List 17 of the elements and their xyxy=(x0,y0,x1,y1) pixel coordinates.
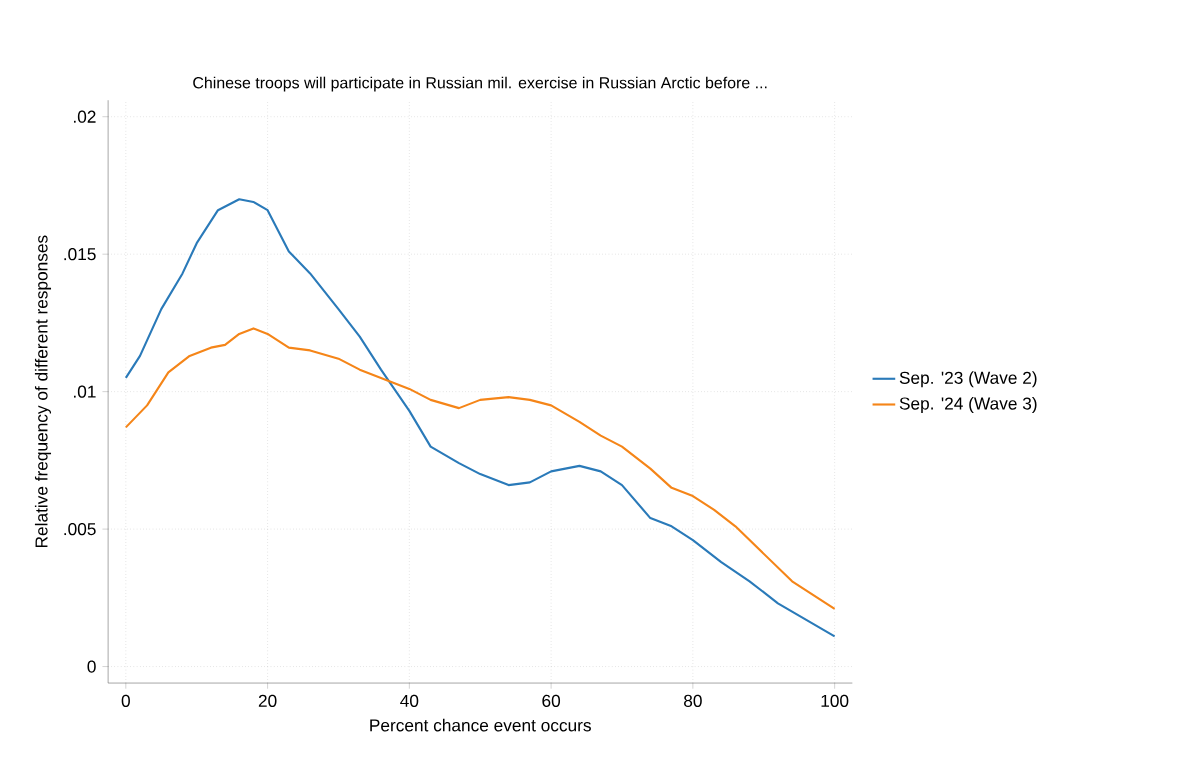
line-series xyxy=(124,198,836,638)
y-tick-label: .005 xyxy=(64,522,96,536)
y-tick-label: .02 xyxy=(73,110,96,123)
x-tick-label: 0 xyxy=(121,694,130,707)
legend-label: Sep. '23 (Wave 2) xyxy=(899,371,1037,388)
x-axis-title: Percent chance event occurs xyxy=(370,718,591,732)
x-tick-label: 80 xyxy=(684,694,702,707)
y-tick-label: .015 xyxy=(64,247,96,261)
chart-title: Chinese troops will participate in Russian mil. exercise in Russian Arctic before ... xyxy=(193,76,767,92)
y-tick-label: 0 xyxy=(87,660,96,673)
legend-label: Sep. '24 (Wave 3) xyxy=(899,396,1037,413)
y-axis-title: Relative frequency of different responses xyxy=(34,235,52,547)
x-tick-label: 20 xyxy=(258,694,277,707)
x-tick-label: 100 xyxy=(821,694,849,707)
y-tick-label: .01 xyxy=(73,385,96,398)
x-tick-label: 40 xyxy=(400,694,419,707)
x-tick-label: 60 xyxy=(542,694,561,707)
